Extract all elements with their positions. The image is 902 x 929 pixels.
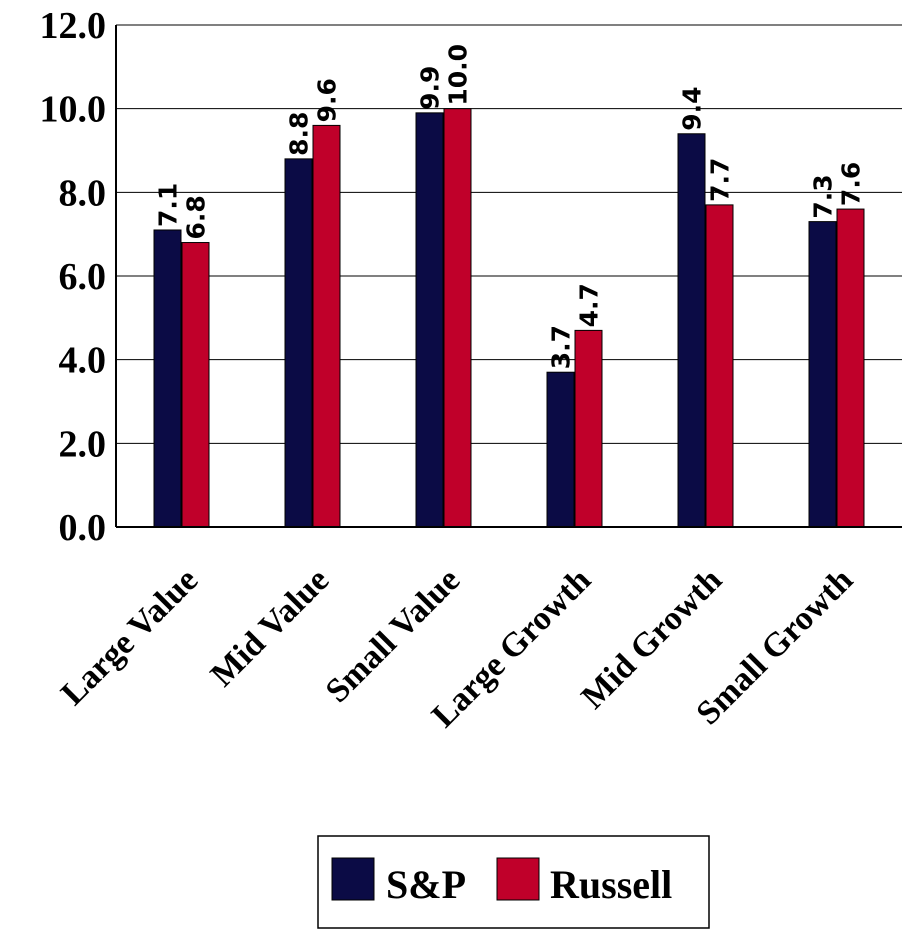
y-tick-label: 10.0 <box>40 89 107 131</box>
data-label: 7.7 <box>706 158 735 202</box>
y-tick-label: 6.0 <box>59 256 107 298</box>
bar-russell <box>181 242 210 528</box>
data-label: 9.4 <box>678 86 707 130</box>
legend-swatch-russell <box>496 857 540 901</box>
bar-sp <box>153 229 182 528</box>
bar-russell <box>443 108 472 528</box>
y-tick-label: 12.0 <box>40 5 107 47</box>
x-category-label: Large Value <box>54 561 205 712</box>
y-tick-label: 8.0 <box>59 172 107 214</box>
data-label: 10.0 <box>444 44 473 106</box>
legend-swatch-sp <box>331 857 375 901</box>
data-label: 9.9 <box>416 66 445 110</box>
axes <box>115 25 902 528</box>
bar-russell <box>836 208 865 528</box>
y-tick-label: 4.0 <box>59 340 107 382</box>
gridlines <box>116 24 902 444</box>
data-label: 9.6 <box>313 78 342 122</box>
data-label: 4.7 <box>575 283 604 327</box>
data-label: 6.8 <box>182 195 211 239</box>
data-label: 7.3 <box>809 174 838 218</box>
bars <box>153 108 865 528</box>
bar-sp <box>415 112 444 528</box>
legend-label-russell: Russell <box>550 862 672 907</box>
data-label: 7.6 <box>837 162 866 206</box>
x-category-label: Mid Value <box>204 561 336 693</box>
data-label: 7.1 <box>154 183 183 227</box>
bar-sp <box>284 158 313 528</box>
y-tick-label: 0.0 <box>59 507 107 549</box>
bar-sp <box>677 133 706 528</box>
bar-russell <box>312 124 341 528</box>
y-axis-ticks: 0.0 2.0 4.0 6.0 8.0 10.0 12.0 <box>40 5 107 549</box>
data-label: 3.7 <box>547 325 576 369</box>
data-label: 8.8 <box>285 112 314 156</box>
legend: S&P Russell <box>317 835 710 929</box>
data-labels: 7.1 6.8 8.89.6 9.9 10.0 3.74.7 9.4 7.7 7.3 7.6 <box>154 44 866 369</box>
bar-sp <box>546 371 575 528</box>
bar-sp <box>808 221 837 528</box>
y-tick-label: 2.0 <box>59 423 107 465</box>
bar-russell <box>574 329 603 528</box>
legend-label-sp: S&P <box>386 862 466 907</box>
bar-russell <box>705 204 734 528</box>
